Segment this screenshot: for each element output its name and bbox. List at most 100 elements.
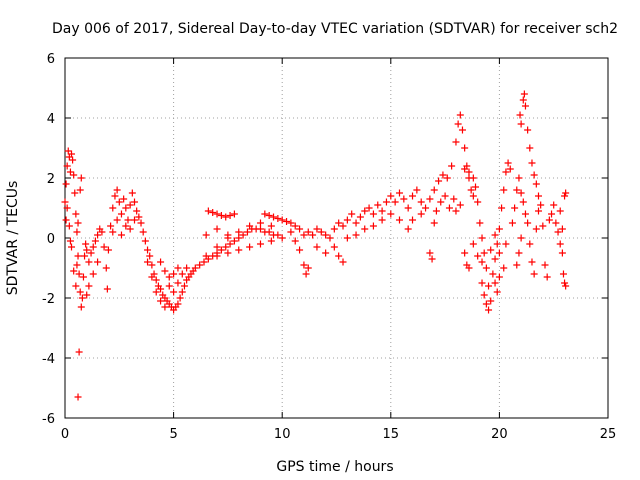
data-point-marker [209, 209, 217, 216]
data-point-marker [64, 147, 72, 155]
data-point-marker [131, 216, 139, 224]
data-point-marker [126, 201, 134, 209]
data-point-marker [63, 162, 71, 170]
x-tick-label: 0 [61, 427, 69, 442]
data-point-marker [270, 213, 278, 221]
data-point-marker [79, 273, 87, 281]
data-point-marker [296, 225, 304, 233]
data-point-marker [217, 246, 225, 254]
data-point-marker [417, 198, 425, 206]
data-point-marker [339, 222, 347, 230]
data-point-marker [506, 165, 514, 173]
data-point-marker [66, 237, 74, 245]
data-point-marker [170, 288, 178, 296]
data-point-marker [391, 198, 399, 206]
data-point-marker [230, 210, 238, 218]
data-point-marker [502, 168, 510, 176]
data-point-marker [339, 258, 347, 266]
data-point-marker [256, 225, 264, 233]
data-point-marker [78, 294, 86, 302]
data-point-marker [165, 282, 173, 290]
data-point-marker [109, 204, 117, 212]
data-point-marker [74, 252, 82, 260]
data-point-marker [222, 243, 230, 251]
x-tick-label: 10 [274, 427, 291, 442]
grid [65, 58, 608, 418]
data-point-marker [520, 90, 528, 98]
data-point-marker [489, 270, 497, 278]
data-point-marker [300, 261, 308, 269]
data-point-marker [77, 303, 85, 311]
data-point-marker [213, 210, 221, 218]
data-point-marker [122, 204, 130, 212]
data-point-marker [495, 249, 503, 257]
data-point-marker [222, 213, 230, 221]
data-point-marker [369, 222, 377, 230]
data-point-marker [111, 192, 119, 200]
data-point-marker [330, 243, 338, 251]
data-point-marker [395, 216, 403, 224]
data-point-marker [178, 270, 186, 278]
data-point-marker [230, 237, 238, 245]
data-point-marker [378, 207, 386, 215]
data-point-marker [313, 225, 321, 233]
data-point-marker [291, 222, 299, 230]
data-point-marker [443, 174, 451, 182]
data-point-marker [85, 282, 93, 290]
data-point-marker [495, 225, 503, 233]
data-point-marker [144, 258, 152, 266]
data-point-marker [478, 258, 486, 266]
data-point-marker [437, 198, 445, 206]
data-point-marker [265, 228, 273, 236]
data-point-marker [152, 276, 160, 284]
data-point-marker [83, 246, 91, 254]
data-point-marker [191, 264, 199, 272]
data-point-marker [183, 264, 191, 272]
data-point-marker [62, 180, 70, 188]
data-point-marker [526, 144, 534, 152]
data-point-marker [517, 189, 525, 197]
data-point-marker [330, 225, 338, 233]
data-point-marker [524, 126, 532, 134]
data-point-marker [62, 216, 70, 224]
data-point-marker [335, 252, 343, 260]
data-point-marker [313, 243, 321, 251]
data-point-marker [513, 186, 521, 194]
data-point-marker [224, 231, 232, 239]
data-point-marker [487, 246, 495, 254]
data-point-marker [534, 192, 542, 200]
data-point-marker [82, 240, 90, 248]
data-point-marker [561, 279, 569, 287]
data-point-marker [500, 264, 508, 272]
data-point-marker [102, 264, 110, 272]
data-point-marker [432, 207, 440, 215]
data-point-marker [343, 234, 351, 242]
data-point-marker [135, 213, 143, 221]
y-tick-label: -2 [42, 292, 55, 307]
y-tick-label: -4 [42, 352, 55, 367]
data-point-marker [465, 168, 473, 176]
data-point-marker [554, 228, 562, 236]
data-point-marker [283, 218, 291, 225]
data-point-marker [335, 219, 343, 227]
data-point-marker [550, 201, 558, 209]
data-point-marker [148, 261, 156, 269]
data-point-marker [174, 264, 182, 272]
data-point-marker [469, 192, 477, 200]
data-point-marker [430, 219, 438, 227]
data-point-marker [530, 270, 538, 278]
data-point-marker [103, 285, 111, 293]
plot-frame [64, 57, 609, 419]
data-point-marker [472, 183, 480, 191]
data-point-marker [161, 303, 169, 311]
data-point-marker [287, 228, 295, 236]
data-point-marker [508, 219, 516, 227]
data-point-marker [70, 171, 78, 179]
data-point-marker [128, 189, 136, 197]
data-point-marker [213, 243, 221, 251]
data-point-marker [476, 219, 484, 227]
data-point-marker [126, 225, 134, 233]
data-point-marker [70, 267, 78, 275]
data-point-marker [558, 225, 566, 233]
data-point-marker [532, 180, 540, 188]
